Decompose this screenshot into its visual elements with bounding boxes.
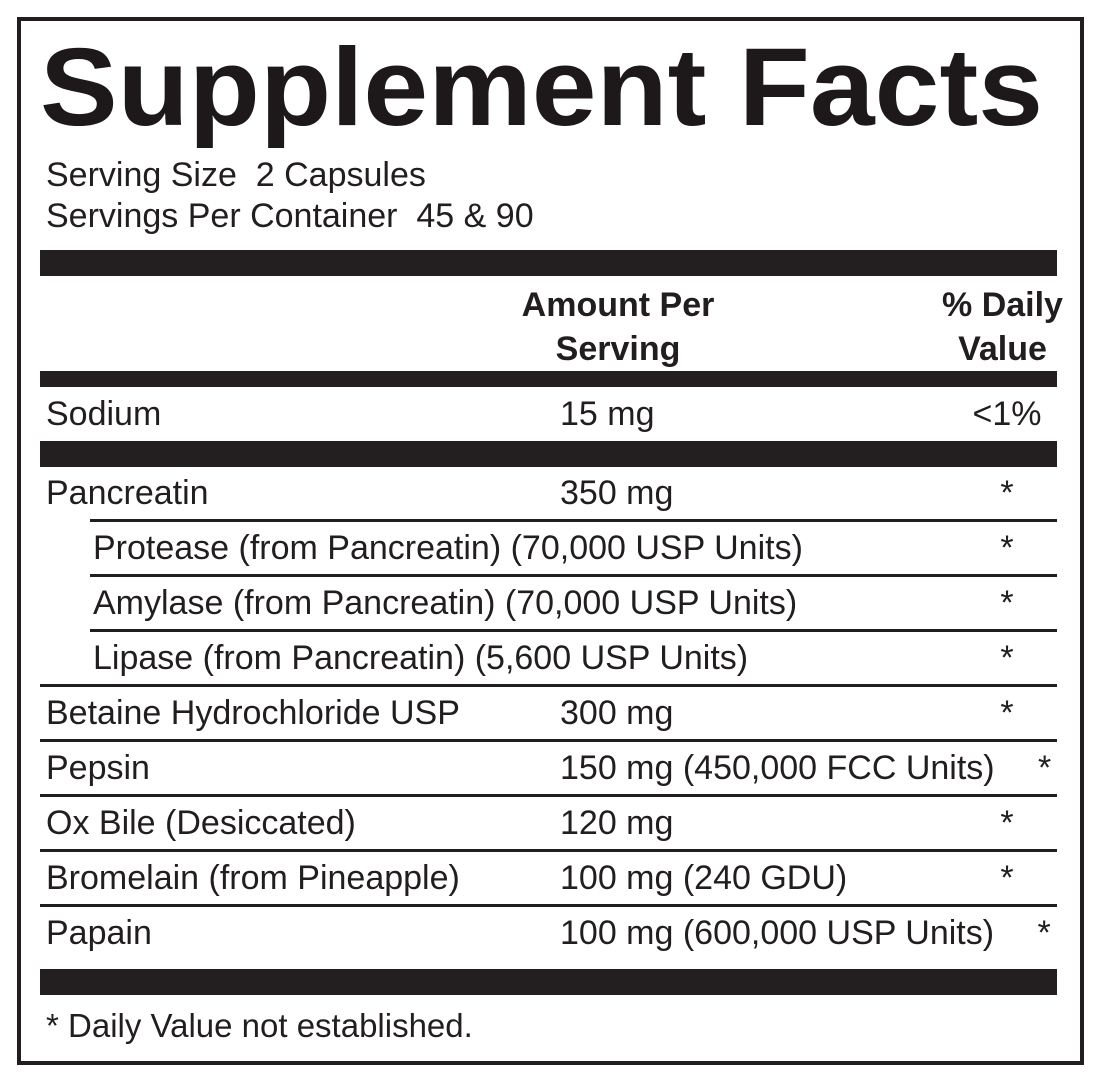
ingredient-daily-value: * [1000,638,1014,677]
ingredient-row-pancreatin: Pancreatin 350 mg * [40,467,1057,519]
ingredient-name: Papain [46,913,152,952]
ingredient-amount: 350 mg [560,473,674,512]
ingredient-name: Pepsin [46,748,150,787]
sodium-row: Sodium 15 mg <1% [40,387,1057,441]
divider-bar-header [40,371,1057,387]
ingredient-row-papain: Papain 100 mg (600,000 USP Units) * [40,904,1057,969]
ingredient-row-pepsin: Pepsin 150 mg (450,000 FCC Units) * [40,739,1057,794]
ingredient-daily-value: * [1000,528,1014,567]
ingredient-name: Amylase (from Pancreatin) (70,000 USP Un… [93,583,798,622]
ingredient-name: Ox Bile (Desiccated) [46,803,356,842]
divider-bar-bottom [40,969,1057,995]
ingredient-name: Protease (from Pancreatin) (70,000 USP U… [93,528,803,567]
ingredient-daily-value: * [1000,858,1014,897]
panel-title: Supplement Facts [40,26,1043,149]
ingredient-row-ox-bile: Ox Bile (Desiccated) 120 mg * [40,794,1057,849]
column-header-row: Amount Per Serving % Daily Value [40,276,1063,371]
ingredient-daily-value: * [1000,693,1014,732]
ingredient-daily-value: * [1000,803,1014,842]
serving-size-line: Serving Size 2 Capsules [46,156,426,194]
percent-daily-value-header: % Daily Value [900,283,1100,371]
ingredient-name: Lipase (from Pancreatin) (5,600 USP Unit… [93,638,749,677]
ingredient-amount: 300 mg [560,693,674,732]
ingredient-row-protease: Protease (from Pancreatin) (70,000 USP U… [90,519,1057,574]
ingredient-amount: 100 mg (240 GDU) [560,858,848,897]
ingredient-daily-value: * [1000,583,1014,622]
ingredient-row-amylase: Amylase (from Pancreatin) (70,000 USP Un… [90,574,1057,629]
daily-value-footnote: * Daily Value not established. [46,1007,473,1044]
ingredient-row-betaine: Betaine Hydrochloride USP 300 mg * [40,684,1057,739]
dv-header-line2: Value [958,330,1047,368]
ingredient-daily-value: <1% [972,394,1042,433]
ingredient-daily-value: * [1038,748,1052,787]
ingredient-name: Sodium [46,394,162,433]
ingredient-row-bromelain: Bromelain (from Pineapple) 100 mg (240 G… [40,849,1057,904]
ingredient-row-lipase: Lipase (from Pancreatin) (5,600 USP Unit… [90,629,1057,684]
ingredient-daily-value: * [1037,913,1051,952]
ingredient-amount: 100 mg (600,000 USP Units) [560,913,995,952]
ingredient-daily-value: * [1000,473,1014,512]
ingredient-name: Betaine Hydrochloride USP [46,693,460,732]
servings-per-container-line: Servings Per Container 45 & 90 [46,197,534,235]
ingredient-amount: 120 mg [560,803,674,842]
dv-header-line1: % Daily [942,286,1063,324]
divider-bar-top [40,250,1057,276]
supplement-facts-panel: Supplement Facts Serving Size 2 Capsules… [17,17,1084,1065]
amount-header-line1: Amount Per [521,286,715,324]
ingredient-amount: 15 mg [560,394,655,433]
ingredient-name: Pancreatin [46,473,209,512]
amount-per-serving-header: Amount Per Serving [458,283,778,371]
divider-bar-sodium [40,441,1057,467]
panel-title-svg: Supplement Facts [40,26,1043,149]
ingredient-amount: 150 mg (450,000 FCC Units) [560,748,995,787]
ingredient-name: Bromelain (from Pineapple) [46,858,460,897]
amount-header-line2: Serving [555,330,681,368]
